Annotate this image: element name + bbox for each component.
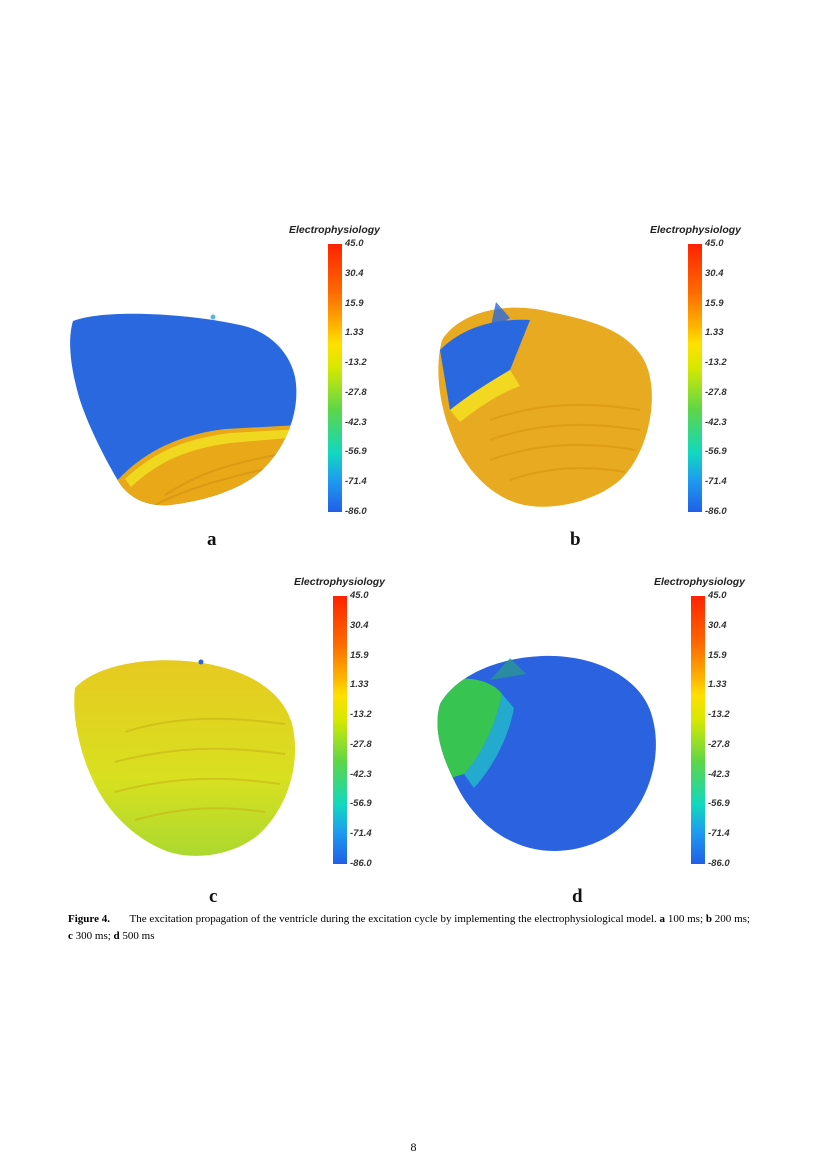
figure-number: Figure 4. (68, 913, 111, 925)
figure-caption: Figure 4. The excitation propagation of … (68, 911, 750, 945)
colorbar-tick-label: -86.0 (350, 858, 372, 869)
colorbar-tick-label: 1.33 (345, 327, 364, 339)
colorbar-title: Electrophysiology (650, 224, 742, 236)
colorbar-tick-label: 1.33 (705, 327, 724, 339)
colorbar-gradient (333, 596, 347, 864)
colorbar-tick-label: -13.2 (345, 357, 367, 369)
colorbar-tick-label: -27.8 (708, 738, 730, 750)
figure-panel-d: Electrophysiology 45.0 30.4 15.9 1.33 -13.2 -… (420, 572, 770, 912)
colorbar-tick-label: -86.0 (708, 858, 730, 869)
colorbar-tick-label: 45.0 (345, 238, 364, 249)
colorbar-tick-label: -13.2 (350, 709, 372, 721)
caption-item-value: 300 ms; (75, 930, 111, 942)
colorbar-gradient (328, 244, 342, 512)
colorbar-tick-label: -56.9 (350, 798, 372, 810)
colorbar-tick-label: 30.4 (705, 267, 724, 279)
colorbar-tick-label: -27.8 (345, 386, 367, 398)
colorbar-tick-label: -56.9 (705, 446, 727, 458)
panel-label-c: c (209, 886, 218, 907)
panel-label-d: d (572, 886, 583, 907)
caption-item-key: c (68, 930, 73, 942)
caption-item-key: a (659, 913, 666, 925)
colorbar-tick-label: 45.0 (708, 590, 727, 601)
caption-item-value: 500 ms (122, 930, 155, 942)
caption-item-value: 100 ms; (667, 913, 704, 925)
colorbar-tick-label: 45.0 (705, 238, 724, 249)
colorbar-tick-label: 45.0 (350, 590, 369, 601)
caption-text: The excitation propagation of the ventri… (129, 913, 657, 925)
colorbar-title: Electrophysiology (289, 224, 381, 236)
figure-panel-b: Electrophysiology 45.0 30.4 15.9 1.33 -13.2 -… (420, 220, 770, 560)
figure-panel-a: Electrophysiology 45.0 30.4 15.9 1.33 -13.2 -… (55, 220, 405, 560)
ventricle-render-b (438, 302, 652, 507)
colorbar-tick-label: 30.4 (345, 267, 364, 279)
colorbar-tick-label: -13.2 (708, 709, 730, 721)
colorbar-gradient (691, 596, 705, 864)
colorbar-tick-label: -13.2 (705, 357, 727, 369)
colorbar-tick-label: 30.4 (350, 619, 369, 631)
colorbar-tick-label: -86.0 (345, 506, 367, 517)
panel-label-b: b (570, 529, 581, 550)
colorbar-tick-label: -56.9 (708, 798, 730, 810)
colorbar-title: Electrophysiology (654, 576, 746, 588)
colorbar-tick-label: -27.8 (705, 386, 727, 398)
colorbar-tick-label: -42.3 (345, 416, 367, 428)
colorbar-tick-label: -42.3 (708, 768, 730, 780)
ventricle-render-d (437, 655, 656, 851)
caption-item-key: b (705, 913, 712, 925)
colorbar-tick-label: 1.33 (708, 679, 727, 691)
colorbar-tick-label: 15.9 (345, 297, 364, 309)
colorbar-tick-label: 1.33 (350, 679, 369, 691)
colorbar-title: Electrophysiology (294, 576, 386, 588)
colorbar-gradient (688, 244, 702, 512)
caption-item-value: 200 ms; (714, 913, 750, 925)
page-number: 8 (410, 1140, 417, 1154)
colorbar-tick-label: -42.3 (350, 768, 372, 780)
caption-item-key: d (113, 930, 120, 942)
colorbar-tick-label: 15.9 (705, 297, 724, 309)
colorbar-tick-label: -71.4 (705, 476, 727, 488)
ventricle-render-c (74, 659, 296, 856)
figure-panel-c: Electrophysiology 45.0 30.4 15.9 1.33 -13.2 -… (55, 572, 405, 912)
colorbar-tick-label: -27.8 (350, 738, 372, 750)
colorbar-tick-label: -71.4 (350, 828, 372, 840)
colorbar-tick-label: -71.4 (345, 476, 367, 488)
panel-label-a: a (207, 529, 217, 550)
colorbar-tick-label: -71.4 (708, 828, 730, 840)
colorbar-tick-label: 15.9 (350, 649, 369, 661)
ventricle-render-a (70, 313, 297, 506)
colorbar-tick-label: -42.3 (705, 416, 727, 428)
colorbar-tick-label: -56.9 (345, 446, 367, 458)
colorbar-tick-label: 15.9 (708, 649, 727, 661)
colorbar-tick-label: -86.0 (705, 506, 727, 517)
colorbar-tick-label: 30.4 (708, 619, 727, 631)
